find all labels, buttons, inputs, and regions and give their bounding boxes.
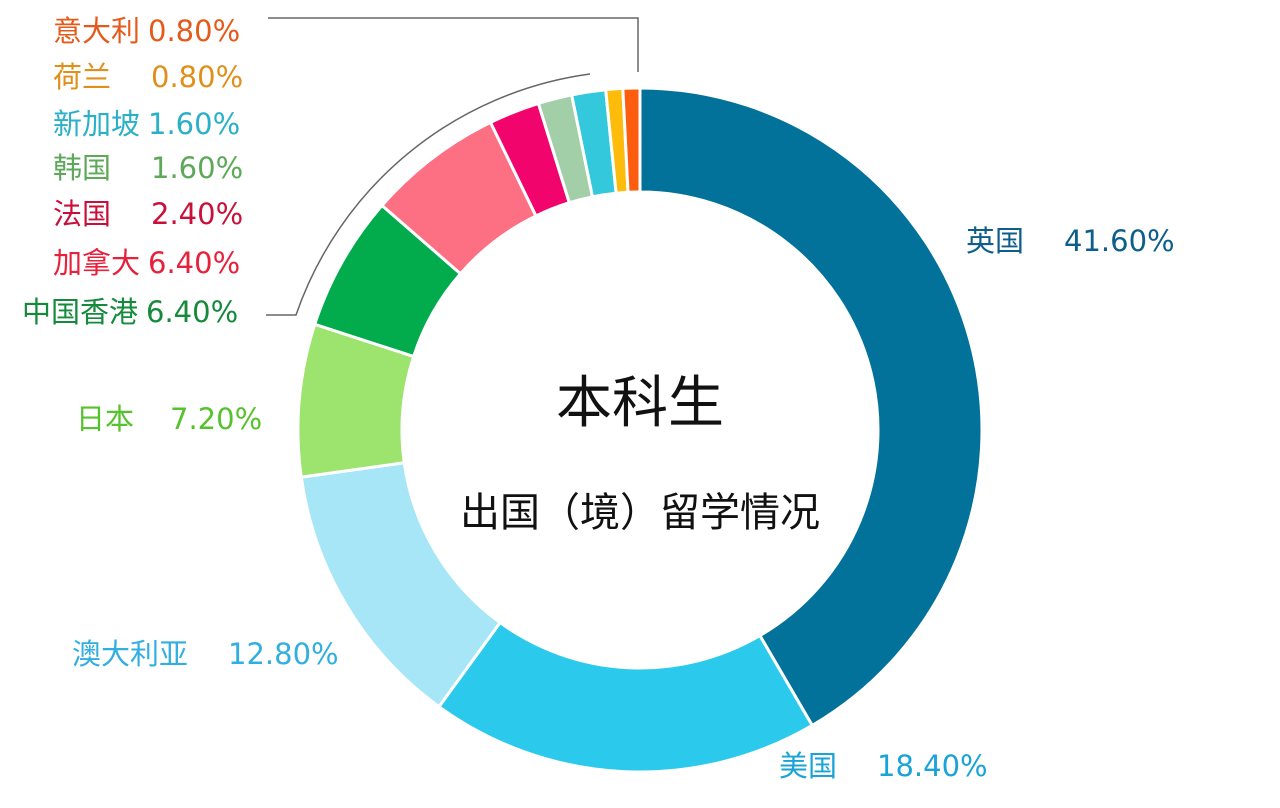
data-label: 美国 18.40% bbox=[779, 752, 988, 781]
slice-0 bbox=[638, 86, 984, 728]
slice-label: 韩国 bbox=[53, 151, 112, 185]
data-label: 荷兰 0.80% bbox=[53, 63, 243, 92]
slice-1 bbox=[436, 620, 815, 774]
data-label: 法国 2.40% bbox=[53, 200, 243, 229]
data-label: 加拿大 6.40% bbox=[53, 249, 240, 278]
slice-label: 英国 bbox=[966, 224, 1025, 258]
slice-label: 日本 bbox=[76, 402, 135, 436]
slice-value: 41.60% bbox=[1064, 224, 1175, 258]
slice-label: 中国香港 bbox=[22, 295, 139, 329]
data-label: 韩国 1.60% bbox=[53, 154, 243, 183]
slice-value: 1.60% bbox=[151, 151, 244, 185]
chart-title: 本科生 bbox=[556, 371, 724, 436]
slice-value: 0.80% bbox=[148, 14, 241, 48]
slice-label: 加拿大 bbox=[53, 246, 141, 280]
slice-value: 0.80% bbox=[151, 60, 244, 94]
slice-value: 18.40% bbox=[877, 749, 988, 783]
slice-10 bbox=[621, 86, 642, 194]
data-label: 意大利 0.80% bbox=[53, 17, 240, 46]
slice-label: 美国 bbox=[779, 749, 838, 783]
data-label: 日本 7.20% bbox=[76, 405, 262, 434]
slice-value: 6.40% bbox=[148, 246, 241, 280]
slice-value: 1.60% bbox=[148, 107, 241, 141]
slice-value: 2.40% bbox=[151, 197, 244, 231]
slice-value: 12.80% bbox=[228, 637, 339, 671]
chart-subtitle: 出国（境）留学情况 bbox=[460, 490, 820, 536]
slice-label: 澳大利亚 bbox=[72, 637, 189, 671]
data-label: 英国 41.60% bbox=[966, 227, 1175, 256]
leader-line bbox=[266, 73, 591, 316]
data-label: 中国香港 6.40% bbox=[22, 298, 238, 327]
slice-value: 6.40% bbox=[146, 295, 239, 329]
leader-line bbox=[268, 17, 639, 72]
slice-label: 法国 bbox=[53, 197, 112, 231]
slice-label: 荷兰 bbox=[53, 60, 112, 94]
data-label: 澳大利亚 12.80% bbox=[72, 640, 339, 669]
slice-value: 7.20% bbox=[170, 402, 263, 436]
slice-label: 新加坡 bbox=[53, 107, 141, 141]
slice-label: 意大利 bbox=[53, 14, 141, 48]
data-label: 新加坡 1.60% bbox=[53, 110, 240, 139]
